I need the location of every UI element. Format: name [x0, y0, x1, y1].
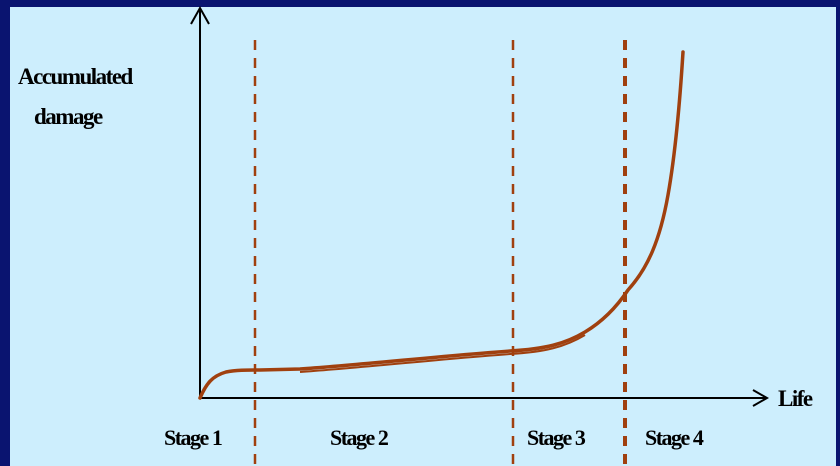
- x-axis-label: Life: [778, 386, 813, 411]
- x-axis-arrowhead: [752, 389, 770, 407]
- stage-label-3: Stage 3: [527, 425, 586, 450]
- y-axis-label-line1: Accumulated: [18, 64, 134, 89]
- stage-label-2: Stage 2: [330, 425, 389, 450]
- damage-curve-thickening: [299, 334, 586, 373]
- y-axis-label-line2: damage: [34, 104, 103, 129]
- stage-label-4: Stage 4: [645, 425, 704, 450]
- damage-curve: [198, 50, 685, 400]
- diagram-panel: [10, 7, 836, 466]
- y-axis-arrowhead: [190, 5, 210, 25]
- stage-label-1: Stage 1: [164, 425, 222, 450]
